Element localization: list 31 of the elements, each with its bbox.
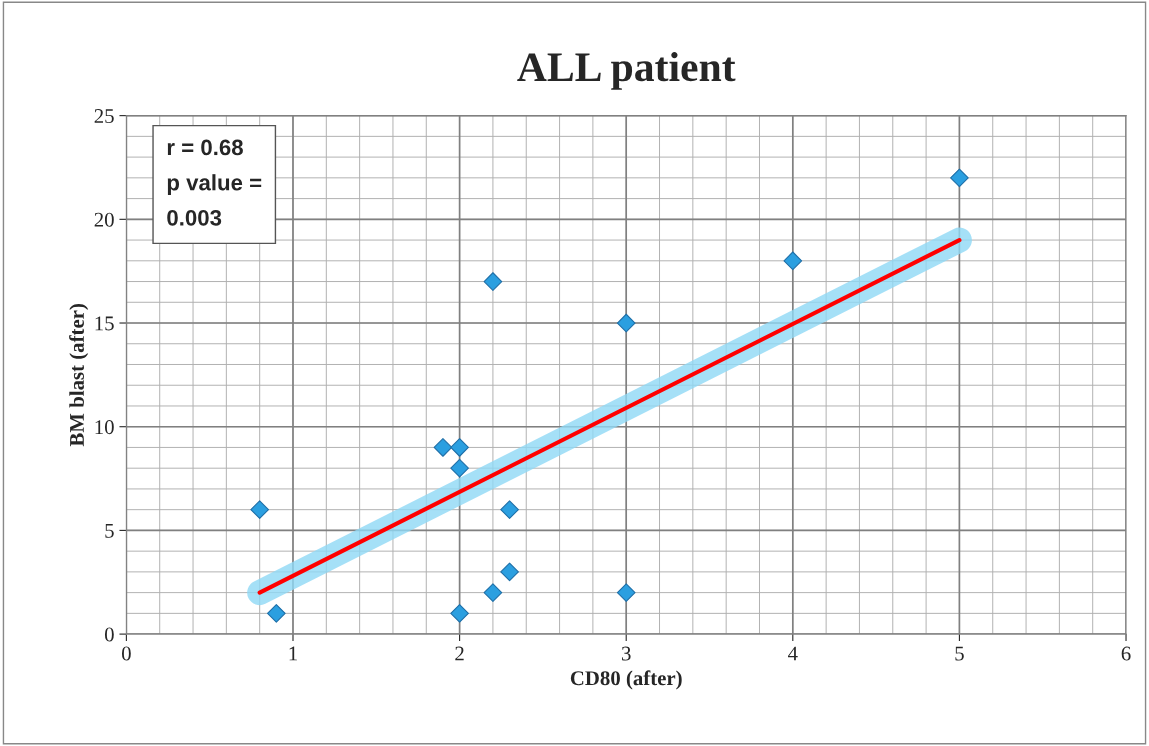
point [250,500,270,520]
y-tick-label: 15 [95,316,114,331]
point [450,438,469,457]
point [266,604,286,623]
point [500,562,519,582]
point [483,583,503,602]
x-tick-label: 3 [621,646,631,661]
x-tick-label: 1 [289,646,297,661]
point [450,458,469,478]
y-tick-label: 25 [94,109,114,124]
x-tick-label: 2 [455,646,464,661]
point [616,583,636,602]
point [483,272,503,291]
y-tick-label: 10 [95,420,114,435]
x-tick-label: 4 [788,646,798,661]
y-tick-label: 0 [104,627,114,642]
y-axis-title: BM blast (after) [69,304,89,447]
y-tick-label: 20 [94,212,114,227]
point [433,438,453,457]
point [616,313,636,333]
x-axis-title: CD80 (after) [570,670,682,690]
x-tick-label: 6 [1121,646,1131,661]
point [450,604,469,623]
point [950,168,969,188]
point [783,251,803,271]
y-tick-label: 5 [105,523,114,538]
x-tick-label: 0 [121,646,131,661]
annotation: r = 0.68 p value = 0.003 [167,139,262,226]
x-tick-label: 5 [955,646,964,661]
chart-title: ALL patient [517,52,736,90]
point [500,500,519,520]
